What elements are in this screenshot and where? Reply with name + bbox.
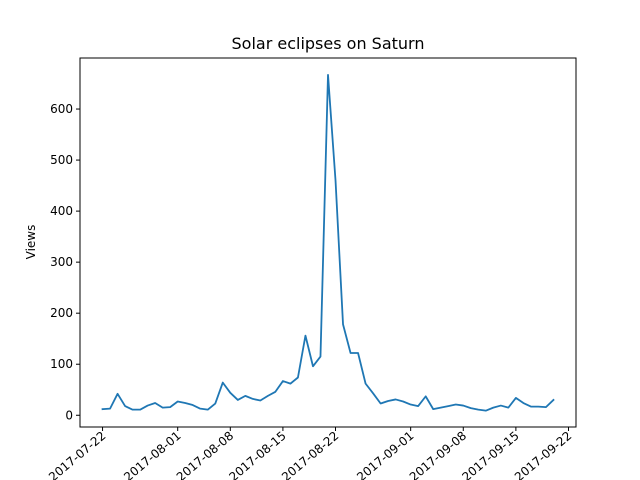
plot-area	[101, 73, 555, 412]
x-tick-label: 2017-08-22	[279, 429, 341, 480]
y-tick-label: 300	[50, 255, 73, 269]
y-axis-label: Views	[24, 225, 38, 260]
x-axis-ticks: 2017-07-22 2017-08-012017-08-082017-08-15…	[46, 427, 574, 480]
y-tick-label: 400	[50, 204, 73, 218]
y-axis-ticks: 0 100 200 300 400 500 600	[50, 102, 80, 422]
y-tick-label: 200	[50, 306, 73, 320]
y-tick-label: 600	[50, 102, 73, 116]
x-tick-label: 2017-09-22	[512, 429, 574, 480]
y-tick-label: 500	[50, 153, 73, 167]
y-tick-label: 100	[50, 357, 73, 371]
series-line-0	[101, 73, 555, 412]
y-tick-label: 0	[65, 408, 73, 422]
axes-frame	[79, 57, 577, 428]
x-tick-label: 2017-07-22	[46, 429, 108, 480]
chart-title: Solar eclipses on Saturn	[232, 34, 425, 53]
